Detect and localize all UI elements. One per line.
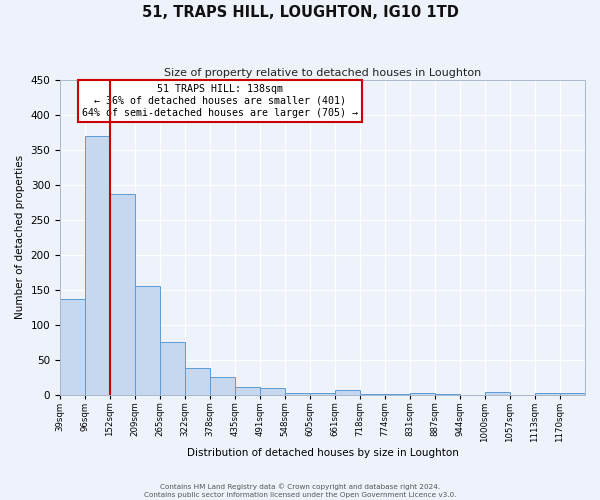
Bar (285, 392, 310, 394)
Text: 51 TRAPS HILL: 138sqm
← 36% of detached houses are smaller (401)
64% of semi-det: 51 TRAPS HILL: 138sqm ← 36% of detached … (82, 84, 358, 117)
X-axis label: Distribution of detached houses by size in Loughton: Distribution of detached houses by size … (187, 448, 458, 458)
Text: Contains HM Land Registry data © Crown copyright and database right 2024.
Contai: Contains HM Land Registry data © Crown c… (144, 484, 456, 498)
Bar (60, 298, 85, 394)
Bar (335, 390, 360, 394)
Bar (235, 387, 260, 394)
Bar (110, 194, 135, 394)
Bar (310, 393, 335, 394)
Bar (535, 392, 560, 394)
Bar (160, 342, 185, 394)
Text: 51, TRAPS HILL, LOUGHTON, IG10 1TD: 51, TRAPS HILL, LOUGHTON, IG10 1TD (142, 5, 458, 20)
Bar (185, 368, 210, 394)
Y-axis label: Number of detached properties: Number of detached properties (15, 155, 25, 319)
Bar (135, 286, 160, 395)
Bar (485, 392, 510, 394)
Bar (85, 136, 110, 394)
Bar (410, 392, 435, 394)
Bar (210, 377, 235, 394)
Bar (560, 393, 585, 394)
Bar (260, 388, 285, 394)
Title: Size of property relative to detached houses in Loughton: Size of property relative to detached ho… (164, 68, 481, 78)
